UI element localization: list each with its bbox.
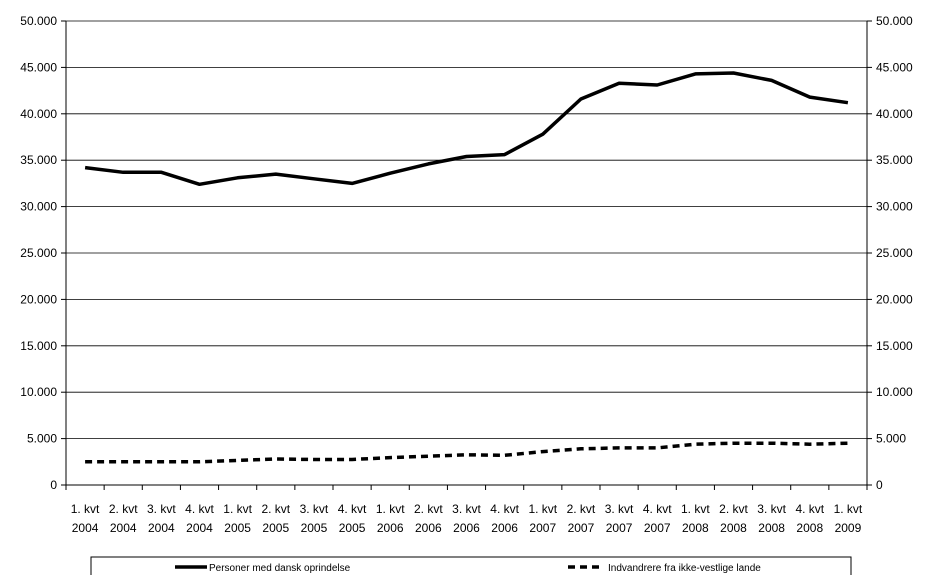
x-tick-label: 2. kvt 2004 <box>109 502 138 535</box>
legend-box <box>90 556 852 575</box>
y-tick-label-right: 0 <box>876 478 883 492</box>
y-tick-label-left: 50.000 <box>20 14 57 28</box>
legend-label-series-0: Personer med dansk oprindelse <box>209 563 351 574</box>
y-tick-label-left: 35.000 <box>20 153 57 167</box>
y-tick-label-left: 10.000 <box>20 385 57 399</box>
x-tick-label: 3. kvt 2005 <box>300 502 329 535</box>
y-tick-label-right: 35.000 <box>876 153 913 167</box>
y-tick-label-right: 45.000 <box>876 60 913 74</box>
x-tick-label: 1. kvt 2009 <box>834 502 863 535</box>
y-tick-label-right: 10.000 <box>876 385 913 399</box>
y-tick-label-left: 45.000 <box>20 60 57 74</box>
x-tick-label: 2. kvt 2006 <box>414 502 443 535</box>
y-tick-label-right: 30.000 <box>876 200 913 214</box>
x-tick-label: 4. kvt 2008 <box>795 502 824 535</box>
y-tick-label-left: 30.000 <box>20 200 57 214</box>
y-tick-label-right: 20.000 <box>876 292 913 306</box>
x-tick-label: 4. kvt 2006 <box>490 502 519 535</box>
y-tick-label-left: 40.000 <box>20 107 57 121</box>
y-tick-label-left: 15.000 <box>20 339 57 353</box>
x-tick-label: 3. kvt 2004 <box>147 502 176 535</box>
y-tick-label-left: 0 <box>50 478 57 492</box>
x-tick-label: 1. kvt 2004 <box>71 502 100 535</box>
x-tick-label: 2. kvt 2008 <box>719 502 748 535</box>
x-tick-label: 2. kvt 2007 <box>567 502 596 535</box>
y-tick-label-right: 50.000 <box>876 14 913 28</box>
y-tick-label-right: 40.000 <box>876 107 913 121</box>
x-tick-label: 3. kvt 2007 <box>605 502 634 535</box>
x-tick-label: 1. kvt 2005 <box>223 502 252 535</box>
series-line-0 <box>84 71 849 187</box>
x-tick-label: 1. kvt 2006 <box>376 502 405 535</box>
legend: Personer med dansk oprindelse Indvandrer… <box>90 556 852 575</box>
y-tick-label-left: 5.000 <box>27 432 57 446</box>
x-tick-label: 3. kvt 2008 <box>757 502 786 535</box>
x-tick-label: 3. kvt 2006 <box>452 502 481 535</box>
x-tick-label: 4. kvt 2004 <box>185 502 214 535</box>
x-tick-label: 1. kvt 2008 <box>681 502 710 535</box>
gridlines <box>66 20 867 440</box>
series-lines <box>84 71 849 464</box>
series-line-1 <box>85 441 848 464</box>
y-tick-label-right: 15.000 <box>876 339 913 353</box>
y-tick-label-right: 5.000 <box>876 432 906 446</box>
x-axis-ticks: 1. kvt 2004 2. kvt 2004 3. kvt 2004 4. kvt 2004… <box>65 485 868 535</box>
y-axis-left-ticks: 0 5.000 10.000 15.000 20.000 25.000 30.000 35.0… <box>20 14 66 492</box>
x-tick-label: 4. kvt 2007 <box>643 502 672 535</box>
y-axis-right-ticks: 0 5.000 10.000 15.000 20.000 25.000 30.000 35.0… <box>867 14 913 492</box>
y-tick-label-right: 25.000 <box>876 246 913 260</box>
x-tick-label: 1. kvt 2007 <box>528 502 557 535</box>
y-tick-label-left: 25.000 <box>20 246 57 260</box>
x-tick-label: 4. kvt 2005 <box>338 502 367 535</box>
x-tick-label: 2. kvt 2005 <box>261 502 290 535</box>
legend-label-series-1: Indvandrere fra ikke-vestlige lande <box>608 563 761 574</box>
y-tick-label-left: 20.000 <box>20 292 57 306</box>
